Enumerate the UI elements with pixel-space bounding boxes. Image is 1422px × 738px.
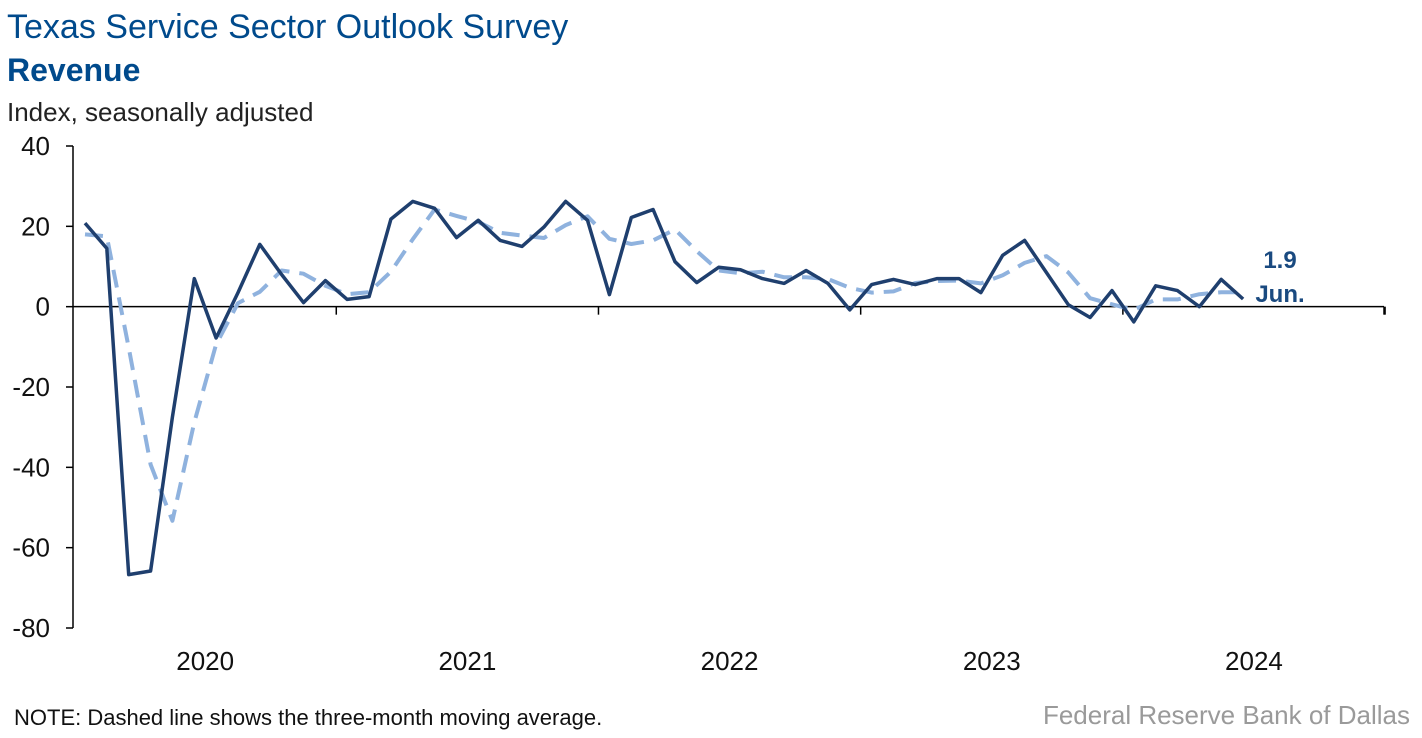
x-tick-label: 2022 xyxy=(701,646,759,676)
chart-title: Texas Service Sector Outlook Survey xyxy=(7,8,569,46)
y-tick-label: 20 xyxy=(21,211,50,241)
y-axis-ticks: 40 20 0 -20 -40 -60 -80 xyxy=(12,131,73,643)
y-tick-label: 40 xyxy=(21,131,50,161)
x-tick-label: 2020 xyxy=(176,646,234,676)
x-tick-label: 2021 xyxy=(438,646,496,676)
source-credit: Federal Reserve Bank of Dallas xyxy=(1042,700,1410,730)
series-revenue-line xyxy=(83,199,1245,577)
y-tick-label: -40 xyxy=(12,452,50,482)
chart-subtitle: Revenue xyxy=(7,52,141,88)
x-axis-ticks: 2020 2021 2022 2023 2024 xyxy=(176,306,1386,676)
y-tick-label: -80 xyxy=(12,613,50,643)
x-tick-label: 2024 xyxy=(1225,646,1283,676)
y-tick-label: -60 xyxy=(12,533,50,563)
latest-month-annotation: Jun. xyxy=(1255,281,1304,308)
y-tick-label: -20 xyxy=(12,372,50,402)
footnote: NOTE: Dashed line shows the three-month … xyxy=(14,705,603,730)
series-moving-average-line xyxy=(84,207,1244,523)
y-tick-label: 0 xyxy=(36,292,50,322)
x-tick-label: 2023 xyxy=(963,646,1021,676)
latest-value-annotation: 1.9 xyxy=(1263,247,1296,274)
chart-axes xyxy=(72,146,1384,628)
y-axis-label: Index, seasonally adjusted xyxy=(7,97,314,127)
